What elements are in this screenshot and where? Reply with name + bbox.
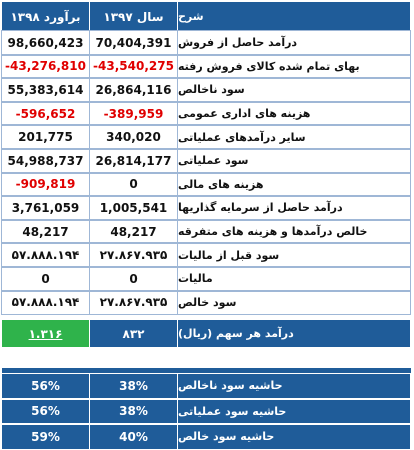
value-cell: سال ۱۳۹۷ <box>89 1 178 32</box>
margin-row: 56% 38% حاشیه سود عملیاتی <box>1 398 412 424</box>
row-label: خالص درآمدها و هزینه های متفرقه <box>177 218 411 245</box>
value-cell: 38% <box>89 373 178 399</box>
value-cell: ۱.۳۱۶ <box>1 319 90 348</box>
table-row: 201,775 340,020 سایر درآمدهای عملیاتی <box>1 124 412 150</box>
row-label: شرح <box>177 1 411 32</box>
value-cell: 1,005,541 <box>89 195 178 221</box>
value-cell: 55,383,614 <box>1 77 90 103</box>
row-label: هزینه های اداری عمومی <box>177 100 411 127</box>
value-cell: 201,775 <box>1 124 90 150</box>
value-cell: 98,660,423 <box>1 30 90 56</box>
value-cell: -909,819 <box>1 171 90 198</box>
row-label: هزینه های مالی <box>177 171 411 198</box>
value-cell: 59% <box>1 424 90 450</box>
row-label: حاشیه سود عملیاتی <box>177 398 411 424</box>
row-label: سود عملیاتی <box>177 148 411 174</box>
value-cell: 0 <box>1 266 90 292</box>
row-label: سود ناخالص <box>177 77 411 103</box>
table-row: ۵۷.۸۸۸.۱۹۴ ۲۷.۸۶۷.۹۳۵ سود قبل از مالیات <box>1 242 412 268</box>
table-row: 98,660,423 70,404,391 درآمد حاصل از فروش <box>1 30 412 56</box>
eps-row: ۱.۳۱۶ ۸۳۲ درآمد هر سهم (ریال) <box>1 319 412 348</box>
table-row: 55,383,614 26,864,116 سود ناخالص <box>1 77 412 103</box>
row-label: سود قبل از مالیات <box>177 242 411 268</box>
table-row: ۵۷.۸۸۸.۱۹۴ ۲۷.۸۶۷.۹۳۵ سود خالص <box>1 289 412 316</box>
value-cell: 54,988,737 <box>1 148 90 174</box>
row-label: بهای تمام شده کالای فروش رفته <box>177 53 411 80</box>
value-cell: -43,540,275 <box>89 53 178 80</box>
row-label: درآمد حاصل از فروش <box>177 30 411 56</box>
value-cell: برآورد ۱۳۹۸ <box>1 1 90 32</box>
value-cell: 26,814,177 <box>89 148 178 174</box>
row-label: مالیات <box>177 266 411 292</box>
value-cell: 340,020 <box>89 124 178 150</box>
value-cell: 56% <box>1 373 90 399</box>
value-cell: 70,404,391 <box>89 30 178 56</box>
value-cell: 40% <box>89 424 178 450</box>
value-cell: 3,761,059 <box>1 195 90 221</box>
value-cell: 56% <box>1 398 90 424</box>
margin-row: 59% 40% حاشیه سود خالص <box>1 424 412 450</box>
value-cell: 26,864,116 <box>89 77 178 103</box>
value-cell: ۵۷.۸۸۸.۱۹۴ <box>1 289 90 316</box>
value-cell: ۲۷.۸۶۷.۹۳۵ <box>89 289 178 316</box>
row-label: درآمد هر سهم (ریال) <box>177 319 411 348</box>
strip <box>2 368 411 374</box>
table-row: 0 0 مالیات <box>1 266 412 292</box>
value-cell: ۸۳۲ <box>89 319 178 348</box>
row-label: درآمد حاصل از سرمایه گذاریها <box>177 195 411 221</box>
value-cell: 38% <box>89 398 178 424</box>
value-cell: 0 <box>89 171 178 198</box>
row-label: سایر درآمدهای عملیاتی <box>177 124 411 150</box>
value-cell: ۵۷.۸۸۸.۱۹۴ <box>1 242 90 268</box>
value-cell: 0 <box>89 266 178 292</box>
value-cell: 48,217 <box>89 218 178 245</box>
value-cell: 48,217 <box>1 218 90 245</box>
margin-row: 56% 38% حاشیه سود ناخالص <box>1 373 412 399</box>
row-label: سود خالص <box>177 289 411 316</box>
table-row: 48,217 48,217 خالص درآمدها و هزینه های متف… <box>1 218 412 245</box>
table-row: 3,761,059 1,005,541 درآمد حاصل از سرمایه گ… <box>1 195 412 221</box>
value-cell: -596,652 <box>1 100 90 127</box>
row-label: حاشیه سود خالص <box>177 424 411 450</box>
table-row: -596,652 -389,959 هزینه های اداری عمومی <box>1 100 412 127</box>
value-cell: -389,959 <box>89 100 178 127</box>
table-row: -43,276,810 -43,540,275 بهای تمام شده کالا… <box>1 53 412 80</box>
header-row: برآورد ۱۳۹۸ سال ۱۳۹۷ شرح <box>1 1 412 32</box>
table-row: 54,988,737 26,814,177 سود عملیاتی <box>1 148 412 174</box>
table-row: -909,819 0 هزینه های مالی <box>1 171 412 198</box>
value-cell: ۲۷.۸۶۷.۹۳۵ <box>89 242 178 268</box>
value-cell: -43,276,810 <box>1 53 90 80</box>
row-label: حاشیه سود ناخالص <box>177 373 411 399</box>
